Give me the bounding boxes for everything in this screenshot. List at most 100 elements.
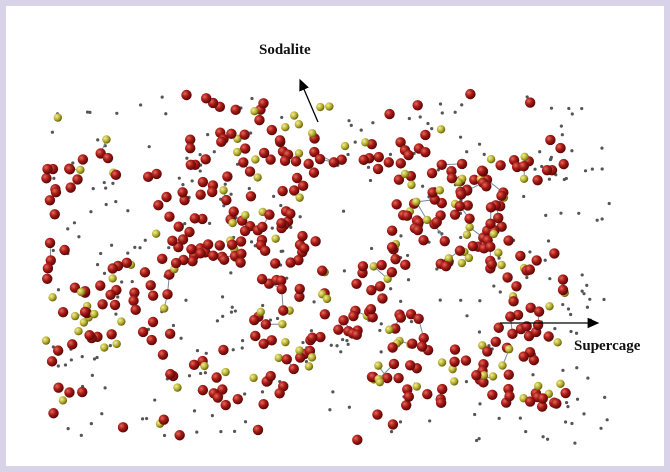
silicon-atom bbox=[48, 293, 56, 301]
silicon-atom bbox=[249, 374, 257, 382]
small-atom bbox=[229, 193, 232, 196]
oxygen-atom bbox=[162, 289, 172, 299]
oxygen-atom bbox=[190, 213, 200, 223]
small-atom bbox=[133, 246, 136, 249]
small-atom bbox=[52, 249, 55, 252]
small-atom bbox=[103, 181, 106, 184]
silicon-atom bbox=[487, 155, 495, 163]
small-atom bbox=[544, 214, 547, 217]
oxygen-atom bbox=[420, 147, 430, 157]
oxygen-atom bbox=[110, 300, 120, 310]
silicon-atom bbox=[54, 113, 62, 121]
small-atom bbox=[111, 182, 114, 185]
oxygen-atom bbox=[245, 166, 255, 176]
small-atom bbox=[191, 179, 194, 182]
small-atom bbox=[81, 355, 84, 358]
small-atom bbox=[399, 234, 402, 237]
oxygen-atom bbox=[275, 135, 285, 145]
small-atom bbox=[408, 117, 411, 120]
small-atom bbox=[407, 278, 410, 281]
small-atom bbox=[193, 409, 196, 412]
small-atom bbox=[234, 309, 237, 312]
small-atom bbox=[399, 300, 402, 303]
small-atom bbox=[499, 290, 502, 293]
oxygen-atom bbox=[221, 400, 231, 410]
silicon-atom bbox=[458, 259, 466, 267]
small-atom bbox=[114, 313, 117, 316]
small-atom bbox=[348, 406, 351, 409]
oxygen-atom bbox=[103, 153, 113, 163]
small-atom bbox=[498, 417, 501, 420]
small-atom bbox=[172, 324, 175, 327]
oxygen-atom bbox=[525, 97, 535, 107]
oxygen-atom bbox=[207, 187, 217, 197]
small-atom bbox=[569, 330, 572, 333]
small-atom bbox=[369, 179, 372, 182]
small-atom bbox=[184, 299, 187, 302]
small-atom bbox=[561, 303, 564, 306]
oxygen-atom bbox=[250, 331, 260, 341]
small-atom bbox=[370, 247, 373, 250]
small-atom bbox=[276, 317, 279, 320]
silicon-atom bbox=[316, 103, 324, 111]
silicon-atom bbox=[385, 326, 393, 334]
small-atom bbox=[478, 437, 481, 440]
small-atom bbox=[216, 319, 219, 322]
silicon-atom bbox=[413, 382, 421, 390]
silicon-atom bbox=[228, 219, 236, 227]
small-atom bbox=[546, 438, 549, 441]
small-atom bbox=[205, 352, 208, 355]
small-atom bbox=[601, 167, 604, 170]
oxygen-atom bbox=[50, 209, 60, 219]
small-atom bbox=[591, 167, 594, 170]
small-atom bbox=[439, 299, 442, 302]
oxygen-atom bbox=[65, 182, 75, 192]
oxygen-atom bbox=[531, 255, 541, 265]
small-atom bbox=[371, 121, 374, 124]
oxygen-atom bbox=[422, 389, 432, 399]
oxygen-atom bbox=[148, 291, 158, 301]
oxygen-atom bbox=[42, 274, 52, 284]
small-atom bbox=[93, 357, 96, 360]
oxygen-atom bbox=[153, 200, 163, 210]
oxygen-atom bbox=[558, 274, 568, 284]
small-atom bbox=[475, 439, 478, 442]
figure: Sodalite Supercage bbox=[6, 6, 664, 466]
oxygen-atom bbox=[387, 267, 397, 277]
silicon-atom bbox=[253, 173, 261, 181]
silicon-atom bbox=[102, 135, 110, 143]
oxygen-atom bbox=[177, 187, 187, 197]
oxygen-atom bbox=[487, 390, 497, 400]
small-atom bbox=[199, 169, 202, 172]
oxygen-atom bbox=[236, 236, 246, 246]
small-atom bbox=[103, 272, 106, 275]
oxygen-atom bbox=[534, 306, 544, 316]
oxygen-atom bbox=[161, 192, 171, 202]
oxygen-atom bbox=[418, 235, 428, 245]
small-atom bbox=[421, 185, 424, 188]
small-atom bbox=[104, 386, 107, 389]
small-atom bbox=[221, 295, 224, 298]
silicon-atom bbox=[497, 261, 505, 269]
small-atom bbox=[582, 412, 585, 415]
oxygen-atom bbox=[457, 159, 467, 169]
small-atom bbox=[241, 339, 244, 342]
oxygen-atom bbox=[373, 164, 383, 174]
small-atom bbox=[341, 338, 344, 341]
oxygen-atom bbox=[233, 394, 243, 404]
small-atom bbox=[231, 306, 234, 309]
silicon-atom bbox=[281, 123, 289, 131]
small-atom bbox=[567, 307, 570, 310]
small-atom bbox=[99, 252, 102, 255]
small-atom bbox=[581, 290, 584, 293]
small-atom bbox=[596, 219, 599, 222]
oxygen-atom bbox=[42, 164, 52, 174]
oxygen-atom bbox=[441, 261, 451, 271]
small-atom bbox=[571, 112, 574, 115]
oxygen-atom bbox=[215, 240, 225, 250]
silicon-atom bbox=[376, 378, 384, 386]
oxygen-atom bbox=[455, 201, 465, 211]
small-atom bbox=[345, 339, 348, 342]
oxygen-atom bbox=[67, 339, 77, 349]
oxygen-atom bbox=[151, 169, 161, 179]
